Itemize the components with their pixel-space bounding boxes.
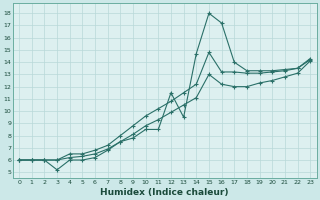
X-axis label: Humidex (Indice chaleur): Humidex (Indice chaleur) <box>100 188 229 197</box>
